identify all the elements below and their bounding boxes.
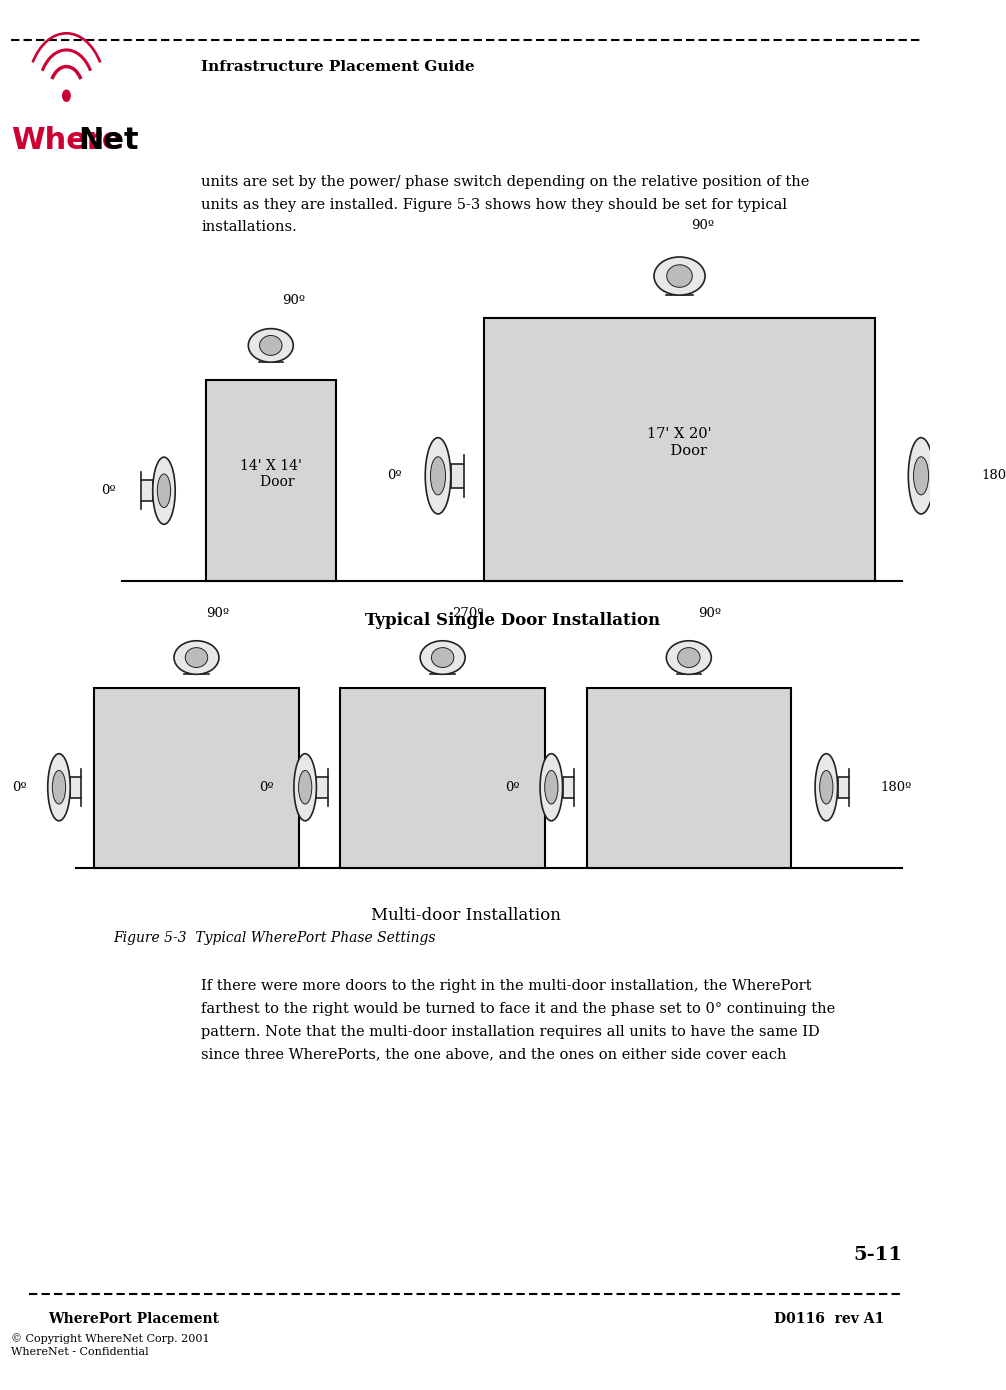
Text: 270º: 270º	[452, 607, 484, 620]
Ellipse shape	[544, 770, 558, 803]
Ellipse shape	[820, 770, 833, 803]
Text: Figure 5-3  Typical WherePort Phase Settings: Figure 5-3 Typical WherePort Phase Setti…	[113, 931, 436, 945]
Ellipse shape	[47, 753, 70, 821]
Ellipse shape	[421, 641, 465, 674]
Ellipse shape	[540, 753, 562, 821]
Text: 90º: 90º	[206, 607, 229, 620]
Circle shape	[62, 90, 70, 101]
Text: 14' X 14'
   Door: 14' X 14' Door	[239, 459, 302, 489]
Text: © Copyright WhereNet Corp. 2001: © Copyright WhereNet Corp. 2001	[11, 1333, 209, 1344]
Bar	[436, 657, 450, 674]
Bar	[317, 777, 328, 798]
Bar	[671, 277, 688, 295]
Text: 5-11: 5-11	[853, 1245, 902, 1264]
Text: 0º: 0º	[259, 781, 274, 794]
Bar	[264, 346, 278, 363]
Text: 0º: 0º	[12, 781, 27, 794]
Text: WherePort Placement: WherePort Placement	[48, 1312, 219, 1326]
Text: Typical Single Door Installation: Typical Single Door Installation	[365, 612, 660, 628]
Bar	[838, 777, 849, 798]
Ellipse shape	[432, 648, 454, 667]
Bar	[95, 688, 299, 869]
Text: 0º: 0º	[387, 470, 401, 482]
Ellipse shape	[667, 264, 692, 288]
Ellipse shape	[260, 335, 282, 356]
Ellipse shape	[52, 770, 65, 803]
Bar	[142, 480, 153, 502]
Text: 90º: 90º	[698, 607, 721, 620]
Bar	[586, 688, 791, 869]
Ellipse shape	[157, 474, 171, 507]
Ellipse shape	[913, 457, 929, 495]
Bar	[340, 688, 545, 869]
Text: If there were more doors to the right in the multi-door installation, the WhereP: If there were more doors to the right in…	[201, 980, 835, 1062]
Ellipse shape	[299, 770, 312, 803]
Ellipse shape	[654, 257, 705, 295]
Bar	[562, 777, 573, 798]
Text: WhereNet - Confidential: WhereNet - Confidential	[11, 1347, 148, 1357]
Text: D0116  rev A1: D0116 rev A1	[774, 1312, 884, 1326]
Bar	[934, 464, 947, 488]
Ellipse shape	[426, 438, 451, 514]
Ellipse shape	[815, 753, 838, 821]
Ellipse shape	[666, 641, 711, 674]
Bar	[206, 379, 336, 581]
Ellipse shape	[174, 641, 219, 674]
Ellipse shape	[908, 438, 934, 514]
Text: 180º: 180º	[982, 470, 1006, 482]
Ellipse shape	[185, 648, 207, 667]
Ellipse shape	[153, 457, 175, 524]
Bar	[189, 657, 203, 674]
Text: units are set by the power/ phase switch depending on the relative position of t: units are set by the power/ phase switch…	[201, 175, 810, 235]
Bar	[70, 777, 81, 798]
Ellipse shape	[248, 328, 294, 363]
Text: 0º: 0º	[101, 484, 116, 498]
Text: 90º: 90º	[691, 218, 714, 232]
Text: Multi-door Installation: Multi-door Installation	[371, 908, 560, 924]
Text: Net: Net	[78, 126, 139, 156]
Bar	[451, 464, 464, 488]
Bar	[485, 318, 874, 581]
Ellipse shape	[294, 753, 317, 821]
Text: 180º: 180º	[880, 781, 911, 794]
Text: Infrastructure Placement Guide: Infrastructure Placement Guide	[201, 60, 475, 74]
Text: 17' X 20'
    Door: 17' X 20' Door	[647, 428, 712, 457]
Ellipse shape	[431, 457, 446, 495]
Text: 90º: 90º	[282, 293, 305, 307]
Bar	[682, 657, 696, 674]
Ellipse shape	[678, 648, 700, 667]
Text: Where: Where	[11, 126, 122, 156]
Text: 0º: 0º	[505, 781, 519, 794]
